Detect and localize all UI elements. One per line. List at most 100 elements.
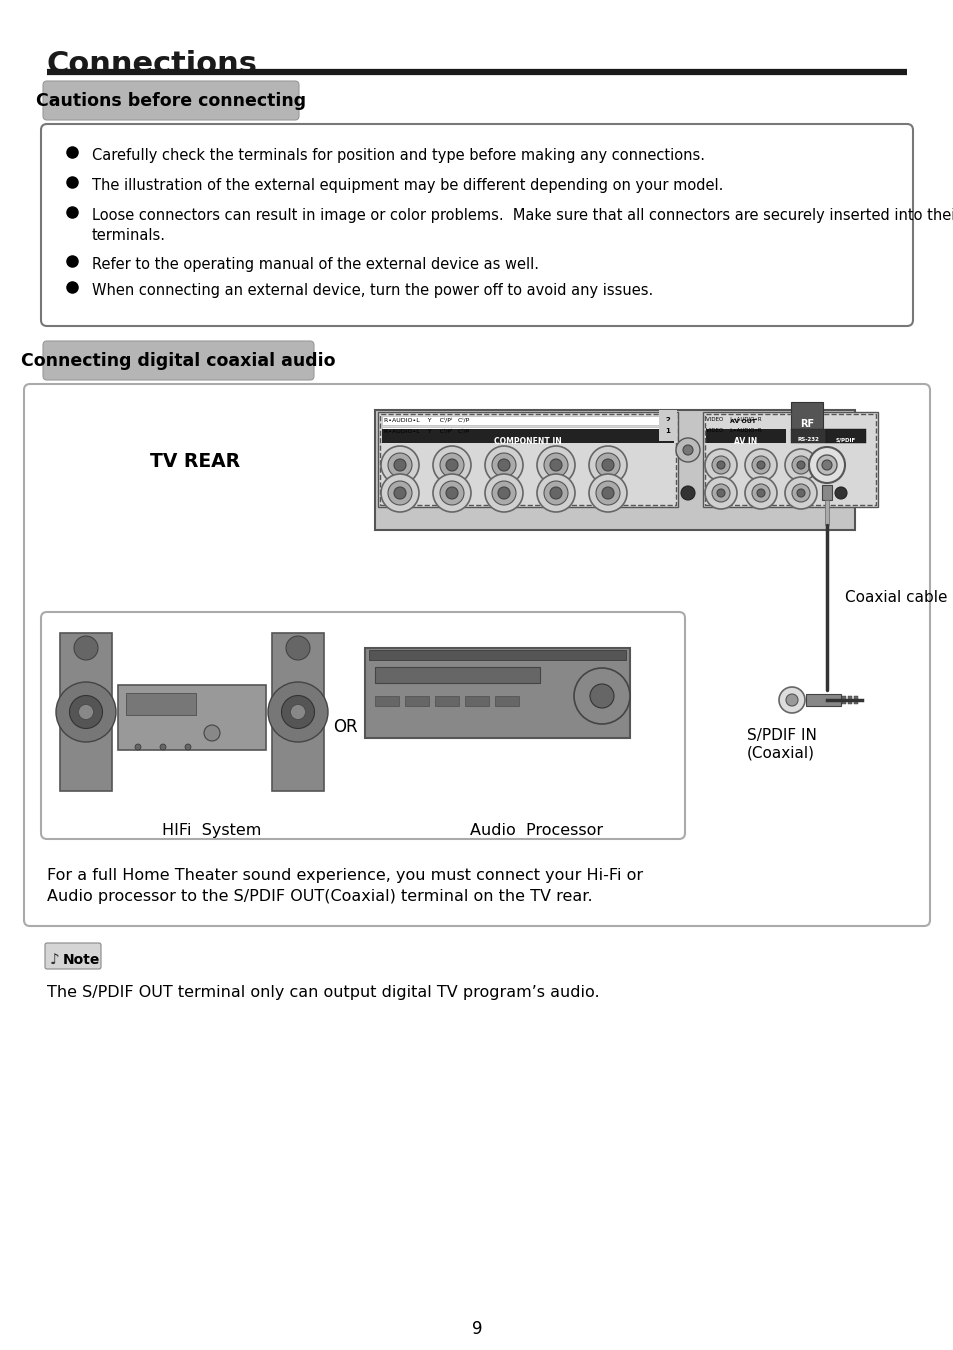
- Bar: [126, 693, 195, 716]
- Bar: [405, 697, 429, 706]
- Text: For a full Home Theater sound experience, you must connect your Hi-Fi or
Audio p: For a full Home Theater sound experience…: [47, 868, 642, 905]
- Text: 1: 1: [665, 428, 670, 433]
- Bar: [702, 412, 877, 508]
- Text: AV IN: AV IN: [734, 437, 757, 446]
- Bar: [821, 485, 831, 500]
- Text: The S/PDIF OUT terminal only can output digital TV program’s audio.: The S/PDIF OUT terminal only can output …: [47, 986, 599, 1000]
- Circle shape: [676, 437, 700, 462]
- Circle shape: [185, 744, 191, 751]
- Circle shape: [446, 459, 457, 471]
- Circle shape: [543, 481, 567, 505]
- Circle shape: [439, 481, 463, 505]
- Circle shape: [394, 459, 406, 471]
- Text: S/PDIF: S/PDIF: [835, 437, 855, 441]
- Text: R•AUDIO•L    Y    Cⁱ/Pⁱ   Cⁱ/P: R•AUDIO•L Y Cⁱ/Pⁱ Cⁱ/P: [384, 417, 469, 423]
- Bar: [464, 697, 489, 706]
- Text: VIDEO    L•AUDIO•R: VIDEO L•AUDIO•R: [705, 417, 760, 423]
- Bar: [377, 412, 678, 508]
- Text: The illustration of the external equipment may be different depending on your mo: The illustration of the external equipme…: [91, 178, 722, 193]
- Text: AV OUT: AV OUT: [729, 418, 755, 424]
- Circle shape: [433, 446, 471, 485]
- FancyBboxPatch shape: [45, 944, 101, 969]
- Circle shape: [291, 705, 305, 720]
- Circle shape: [717, 489, 724, 497]
- FancyBboxPatch shape: [43, 342, 314, 379]
- Text: R•AUDIO•L    Y    Cⁱ/Pⁱ   Cⁱ/P: R•AUDIO•L Y Cⁱ/Pⁱ Cⁱ/P: [384, 428, 469, 433]
- Circle shape: [78, 705, 93, 720]
- Circle shape: [492, 454, 516, 477]
- FancyBboxPatch shape: [41, 612, 684, 838]
- Text: Cautions before connecting: Cautions before connecting: [36, 92, 306, 109]
- Circle shape: [785, 694, 797, 706]
- Circle shape: [281, 695, 314, 729]
- Text: COMPONENT IN: COMPONENT IN: [494, 437, 561, 446]
- Circle shape: [484, 474, 522, 512]
- Text: Coaxial cable: Coaxial cable: [844, 590, 946, 605]
- Circle shape: [834, 487, 846, 500]
- Bar: [375, 667, 539, 683]
- Circle shape: [56, 682, 116, 742]
- FancyBboxPatch shape: [43, 81, 298, 120]
- Bar: [847, 697, 851, 703]
- Bar: [824, 500, 828, 525]
- Bar: [369, 649, 625, 660]
- Circle shape: [791, 485, 809, 502]
- Circle shape: [537, 446, 575, 485]
- Circle shape: [711, 485, 729, 502]
- Circle shape: [439, 454, 463, 477]
- Circle shape: [70, 695, 102, 729]
- Circle shape: [680, 486, 695, 500]
- Circle shape: [433, 474, 471, 512]
- Text: Loose connectors can result in image or color problems.  Make sure that all conn: Loose connectors can result in image or …: [91, 208, 953, 243]
- Circle shape: [601, 487, 614, 500]
- Bar: [825, 429, 865, 443]
- Text: Connections: Connections: [47, 50, 257, 80]
- Bar: [790, 429, 825, 443]
- Circle shape: [588, 446, 626, 485]
- Circle shape: [744, 450, 776, 481]
- Circle shape: [784, 450, 816, 481]
- Text: Note: Note: [63, 953, 100, 967]
- Circle shape: [596, 481, 619, 505]
- Circle shape: [704, 477, 737, 509]
- Circle shape: [543, 454, 567, 477]
- Circle shape: [204, 725, 220, 741]
- Bar: [381, 429, 673, 443]
- Text: 9: 9: [471, 1320, 482, 1338]
- Circle shape: [388, 454, 412, 477]
- Circle shape: [589, 684, 614, 707]
- Text: RF: RF: [800, 418, 813, 429]
- Bar: [495, 697, 518, 706]
- Circle shape: [550, 487, 561, 500]
- Bar: [381, 427, 673, 436]
- Bar: [118, 684, 266, 751]
- Circle shape: [492, 481, 516, 505]
- Circle shape: [791, 456, 809, 474]
- Bar: [841, 697, 845, 703]
- Circle shape: [704, 450, 737, 481]
- Bar: [853, 697, 857, 703]
- Bar: [435, 697, 458, 706]
- Circle shape: [394, 487, 406, 500]
- Circle shape: [808, 447, 844, 483]
- Circle shape: [160, 744, 166, 751]
- Circle shape: [682, 446, 692, 455]
- Circle shape: [380, 474, 418, 512]
- Text: Connecting digital coaxial audio: Connecting digital coaxial audio: [21, 351, 335, 370]
- Circle shape: [757, 460, 764, 468]
- Text: 2: 2: [665, 417, 670, 423]
- Bar: [60, 633, 112, 791]
- Circle shape: [380, 446, 418, 485]
- Circle shape: [717, 460, 724, 468]
- Circle shape: [446, 487, 457, 500]
- Circle shape: [821, 460, 831, 470]
- Circle shape: [816, 455, 836, 475]
- Circle shape: [286, 636, 310, 660]
- Text: S/PDIF IN
(Coaxial): S/PDIF IN (Coaxial): [746, 728, 816, 760]
- Circle shape: [751, 456, 769, 474]
- Circle shape: [796, 460, 804, 468]
- Text: TV REAR: TV REAR: [150, 452, 240, 471]
- Text: Audio  Processor: Audio Processor: [470, 824, 603, 838]
- Bar: [790, 402, 822, 431]
- Bar: [375, 410, 854, 531]
